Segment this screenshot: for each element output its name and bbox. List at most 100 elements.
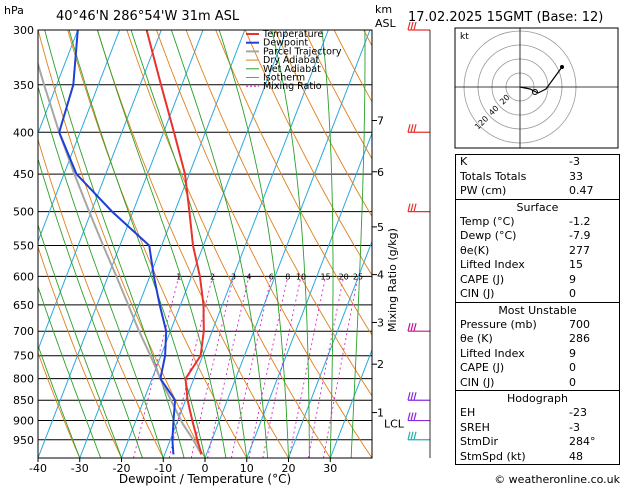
hodo-row: EH -23 (460, 406, 587, 419)
mixing-ratio-line (168, 276, 214, 458)
mixing-ratio-label: 4 (246, 272, 251, 281)
legend-entry: Dewpoint (263, 38, 308, 49)
mixing-ratio-label: 1 (176, 272, 181, 281)
pressure-tick-label: 550 (13, 239, 34, 252)
pressure-tick-label: 600 (13, 270, 34, 283)
wind-barb-flag (410, 323, 414, 332)
mixing-ratio-label: 8 (285, 272, 290, 281)
km-tick-label: 4 (377, 269, 384, 282)
asl-axis-label: ASL (375, 17, 397, 30)
wet-adiabat-line (38, 84, 164, 458)
wet-adiabat-line (321, 30, 334, 458)
wind-barb-flag (410, 412, 414, 421)
wind-barb-flag (407, 323, 411, 332)
dry-adiabat-line (38, 138, 164, 458)
dry-adiabat-line (185, 30, 372, 397)
hodo-row: StmDir 284° (460, 435, 596, 448)
wet-adiabat-line (38, 285, 102, 458)
km-axis-label: km (375, 3, 392, 16)
dry-adiabat-line (38, 30, 206, 458)
wind-barb-flag (407, 203, 411, 212)
wind-barb-flag (413, 431, 417, 440)
surface-row: Temp (°C) -1.2 (460, 214, 591, 228)
dry-adiabat-line (126, 30, 331, 458)
km-tick-label: 6 (377, 166, 384, 179)
unstable-row: CAPE (J) 0 (460, 361, 576, 374)
pressure-tick-label: 800 (13, 373, 34, 386)
lcl-label: LCL (384, 418, 405, 431)
unstable-title: Most Unstable (456, 301, 619, 318)
temperature-tick-label: 0 (202, 462, 209, 475)
hodograph-point (560, 65, 564, 69)
copyright-text: © weatheronline.co.uk (494, 473, 620, 486)
wet-adiabat-line (271, 30, 310, 458)
pressure-tick-label: 650 (13, 299, 34, 312)
hodograph-unit-label: kt (460, 32, 469, 42)
hodo-row: StmSpd (kt) 48 (460, 449, 583, 463)
surface-row: Dewp (°C) -7.9 (460, 229, 591, 242)
mixing-ratio-label: 6 (269, 272, 274, 281)
wind-barb-flag (410, 431, 414, 440)
isotherm-line (288, 240, 372, 458)
legend-entry: Parcel Trajectory (263, 46, 342, 57)
indices-table: K -3 Totals Totals 33 PW (cm) 0.47 Surface … (455, 154, 620, 465)
pressure-tick-label: 750 (13, 350, 34, 363)
hodograph-title: Hodograph (456, 390, 619, 406)
dry-adiabat-line (274, 30, 372, 218)
pressure-tick-label: 350 (13, 79, 34, 92)
mixing-ratio-axis-label: Mixing Ratio (g/kg) (386, 228, 399, 332)
dry-adiabat-line (215, 30, 372, 336)
wind-barb-flag (413, 203, 417, 212)
hodograph-trace (519, 66, 563, 94)
surface-row: θe(K) 277 (460, 243, 590, 257)
wind-barb-flag (407, 124, 411, 133)
legend-entry: Wet Adiabat (263, 64, 321, 75)
mixing-ratio-label: 3 (231, 272, 236, 281)
dry-adiabat-line (38, 351, 81, 458)
wet-adiabat-line (68, 30, 206, 458)
km-tick-label: 2 (377, 358, 384, 371)
pressure-tick-label: 700 (13, 325, 34, 338)
wet-adiabat-line (218, 30, 289, 458)
hodo-row: SREH -3 (460, 420, 580, 434)
wind-barb-flag (407, 412, 411, 421)
temperature-tick-label: -10 (154, 462, 172, 475)
location-title: 40°46'N 286°54'W 31m ASL (56, 9, 240, 24)
mixing-ratio-label: 2 (210, 272, 215, 281)
index-row-totals: Totals Totals 33 (460, 169, 583, 183)
wind-barb-flag (413, 323, 417, 332)
isotherm-line (204, 30, 371, 458)
wind-barb-flag (410, 203, 414, 212)
wet-adiabat-line (350, 30, 366, 458)
surface-title: Surface (456, 198, 619, 215)
index-row-k: K -3 (460, 155, 580, 168)
legend-entry: Mixing Ratio (263, 81, 322, 92)
mixing-ratio-label: 20 (339, 272, 349, 281)
surface-row: Lifted Index 15 (460, 258, 583, 271)
wind-barb-flag (413, 124, 417, 133)
mixing-ratio-line (230, 276, 272, 458)
wind-barb-flag (410, 124, 414, 133)
pressure-tick-label: 300 (13, 24, 34, 37)
wind-barb-flag (413, 412, 417, 421)
dry-adiabat-line (156, 30, 372, 458)
surface-row: CAPE (J) 9 (460, 272, 576, 286)
wet-adiabat-line (44, 30, 185, 458)
km-tick-label: 3 (377, 316, 384, 329)
isotherm-line (38, 30, 204, 458)
isotherm-line (38, 30, 162, 352)
mixing-ratio-line (248, 276, 289, 458)
mixing-ratio-label: 25 (353, 272, 363, 281)
pressure-tick-label: 900 (13, 415, 34, 428)
wet-adiabat-line (170, 30, 269, 458)
isotherm-line (38, 30, 79, 135)
surface-row: CIN (J) 0 (460, 287, 576, 300)
wind-barb-flag (413, 392, 417, 401)
mixing-ratio-line (307, 276, 345, 458)
km-tick-label: 1 (377, 407, 384, 420)
mixing-ratio-line (288, 276, 327, 458)
dry-adiabat-line (244, 30, 372, 277)
legend-entry: Isotherm (263, 73, 305, 84)
legend-entry: Dry Adiabat (263, 55, 320, 66)
